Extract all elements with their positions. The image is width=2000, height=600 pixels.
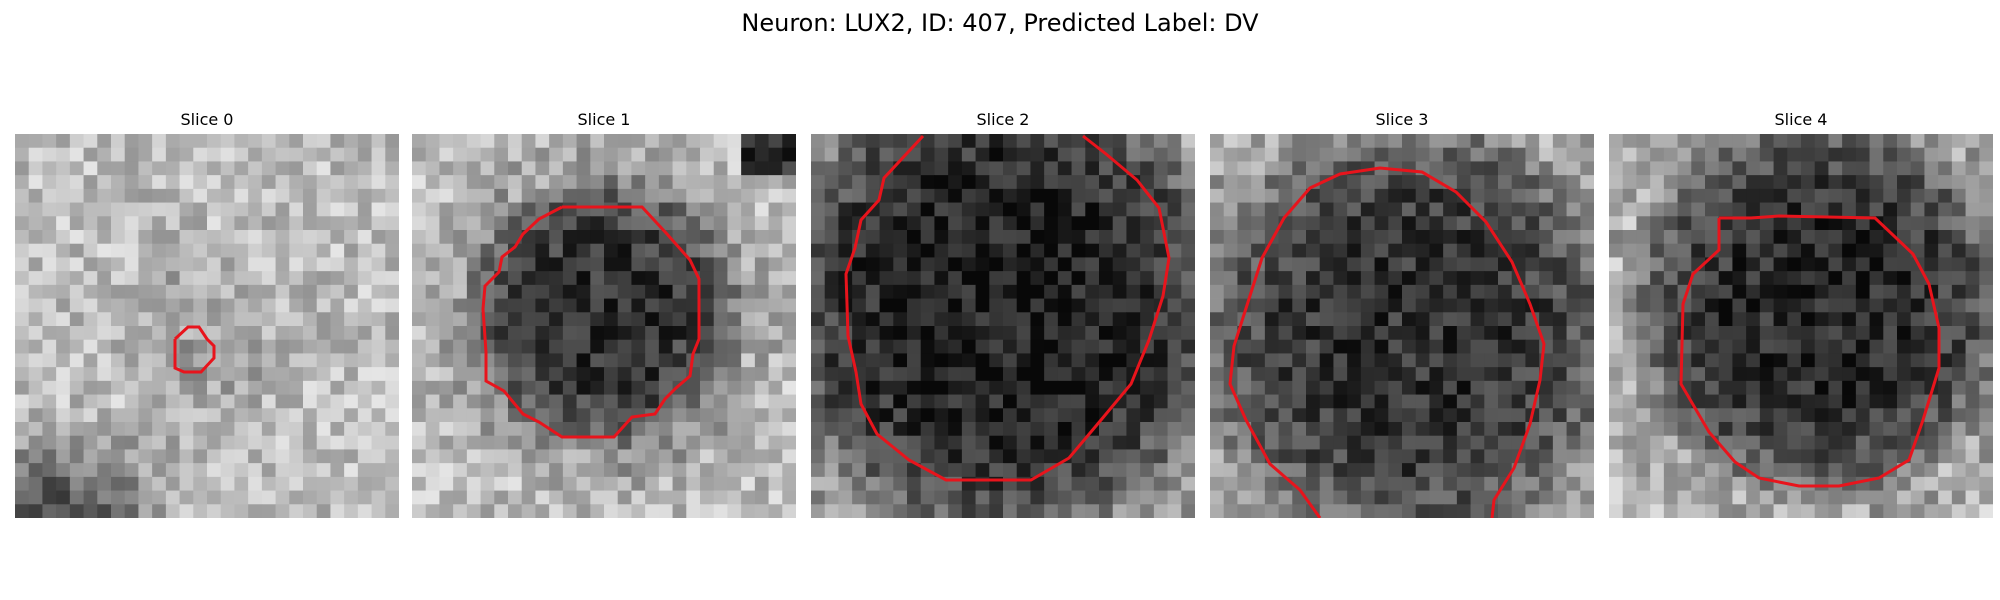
contour-line-2 bbox=[844, 134, 1171, 482]
figure-title: Neuron: LUX2, ID: 407, Predicted Label: … bbox=[741, 9, 1259, 37]
slice-panel-1: Slice 1 bbox=[412, 108, 796, 518]
slice-panel-2: Slice 2 bbox=[811, 108, 1195, 518]
contour-line-3 bbox=[1228, 166, 1546, 518]
contour-line-4 bbox=[1679, 214, 1941, 488]
slice-image-3 bbox=[1210, 134, 1594, 518]
slice-title-0: Slice 0 bbox=[180, 110, 234, 129]
slice-image-0 bbox=[15, 134, 399, 518]
slice-title-2: Slice 2 bbox=[976, 110, 1030, 129]
slice-title-4: Slice 4 bbox=[1774, 110, 1828, 129]
slice-title-1: Slice 1 bbox=[577, 110, 631, 129]
slice-image-1 bbox=[412, 134, 796, 518]
contour-line-1 bbox=[481, 205, 701, 439]
contour-line-0 bbox=[173, 325, 216, 374]
slice-panel-4: Slice 4 bbox=[1609, 108, 1993, 518]
slice-panel-0: Slice 0 bbox=[15, 108, 399, 518]
slice-image-4 bbox=[1609, 134, 1993, 518]
slice-title-3: Slice 3 bbox=[1375, 110, 1429, 129]
slice-panel-3: Slice 3 bbox=[1210, 108, 1594, 518]
slice-image-2 bbox=[811, 134, 1195, 518]
